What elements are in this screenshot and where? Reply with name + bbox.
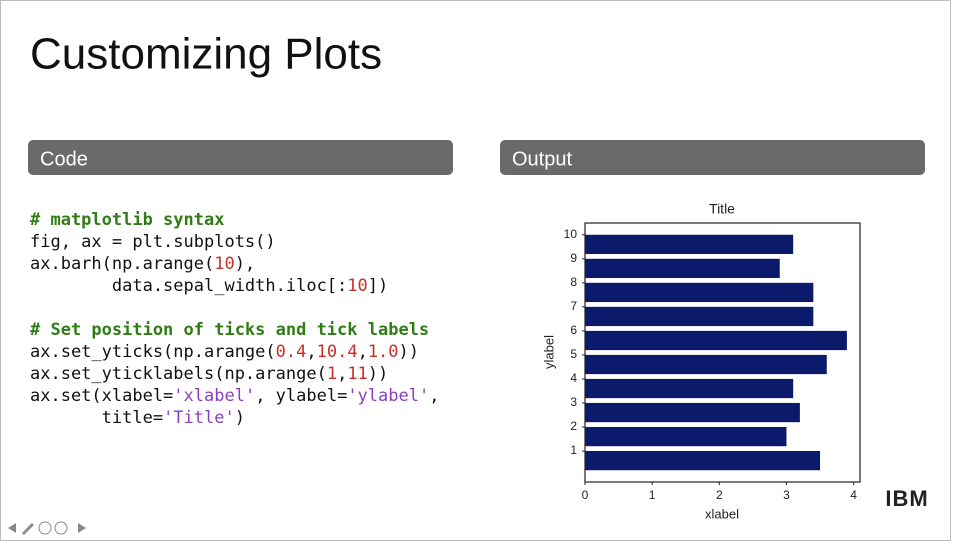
code-token: title=	[30, 408, 163, 428]
y-tick-label: 8	[570, 275, 577, 289]
code-token: 10	[347, 276, 367, 296]
code-token: # matplotlib syntax	[30, 210, 224, 230]
slide-title: Customizing Plots	[30, 30, 382, 79]
code-line: data.sepal_width.iloc[:10])	[30, 276, 388, 296]
y-tick-label: 3	[570, 395, 577, 409]
code-token: ax.set_yticklabels(np.arange(	[30, 364, 327, 384]
nav-zoom[interactable]	[38, 521, 52, 535]
y-tick-label: 7	[570, 299, 577, 313]
code-token: data.sepal_width.iloc[:	[30, 276, 347, 296]
bar	[585, 258, 780, 279]
bar	[585, 402, 800, 423]
code-line: fig, ax = plt.subplots()	[30, 232, 276, 252]
bar	[585, 234, 794, 254]
code-token: )	[235, 408, 245, 428]
chart: Title xlabel ylabel 0 1 2 3 4 1 2 3 4 5 6 7 8 9 10	[541, 201, 861, 521]
code-line: # matplotlib syntax	[30, 210, 224, 230]
bar	[585, 378, 794, 399]
chart-title: Title	[709, 201, 735, 217]
output-header: Output	[512, 148, 572, 170]
code-token: ax.set_yticks(np.arange(	[30, 342, 276, 362]
bar	[585, 330, 847, 351]
x-axis-label: xlabel	[705, 506, 739, 521]
nav-back[interactable]	[8, 523, 16, 533]
code-token: # Set position of ticks and tick labels	[30, 320, 429, 340]
code-token: fig, ax = plt.subplots()	[30, 232, 276, 252]
code-token: ,	[429, 386, 439, 406]
code-token: 1	[327, 364, 337, 384]
code-token: 10	[214, 254, 234, 274]
bar	[585, 426, 787, 447]
y-tick-label: 2	[570, 419, 577, 433]
code-token: ,	[337, 364, 347, 384]
code-token: , ylabel=	[255, 386, 347, 406]
code-token: ax.barh(np.arange(	[30, 254, 214, 274]
code-token: 'xlabel'	[173, 386, 255, 406]
nav-pen[interactable]	[22, 523, 34, 535]
y-tick-label: 6	[570, 323, 577, 337]
code-header-bar	[28, 140, 453, 175]
y-tick-label: 10	[564, 227, 578, 241]
x-tick-label: 4	[850, 488, 857, 502]
bar	[585, 282, 814, 303]
code-token: ,	[358, 342, 368, 362]
code-line: ax.set_yticks(np.arange(0.4,10.4,1.0))	[30, 342, 419, 362]
bar	[585, 451, 821, 471]
code-line: title='Title')	[30, 408, 245, 428]
x-tick-label: 0	[582, 488, 589, 502]
code-token: 0.4	[276, 342, 307, 362]
nav-icons	[8, 521, 86, 535]
code-token: 11	[347, 364, 367, 384]
nav-menu[interactable]	[54, 521, 68, 535]
code-token: ,	[306, 342, 316, 362]
y-tick-label: 1	[570, 443, 577, 457]
plot-frame	[584, 222, 861, 483]
x-tick-label: 3	[783, 488, 790, 502]
code-line: ax.set_yticklabels(np.arange(1,11))	[30, 364, 388, 384]
y-axis-label: ylabel	[541, 335, 556, 369]
bar	[585, 354, 827, 375]
code-token: 1.0	[368, 342, 399, 362]
code-token: ))	[368, 364, 388, 384]
code-token: ))	[399, 342, 419, 362]
y-tick-label: 4	[570, 371, 577, 385]
x-tick-label: 2	[716, 488, 723, 502]
ibm-logo: IBM	[885, 486, 928, 511]
nav-forward[interactable]	[78, 523, 86, 533]
code-token: ])	[368, 276, 388, 296]
code-token: 10.4	[317, 342, 358, 362]
code-header: Code	[40, 148, 88, 170]
bar	[585, 306, 814, 327]
code-token: 'Title'	[163, 408, 235, 428]
x-tick-label: 1	[649, 488, 656, 502]
code-token: ax.set(xlabel=	[30, 386, 173, 406]
code-token: 'ylabel'	[347, 386, 429, 406]
y-tick-label: 9	[570, 251, 577, 265]
y-tick-label: 5	[570, 347, 577, 361]
code-line: ax.barh(np.arange(10),	[30, 254, 255, 274]
output-header-bar	[500, 140, 925, 175]
code-line: ax.set(xlabel='xlabel', ylabel='ylabel',	[30, 386, 439, 406]
code-line: # Set position of ticks and tick labels	[30, 320, 429, 340]
code-token: ),	[235, 254, 255, 274]
